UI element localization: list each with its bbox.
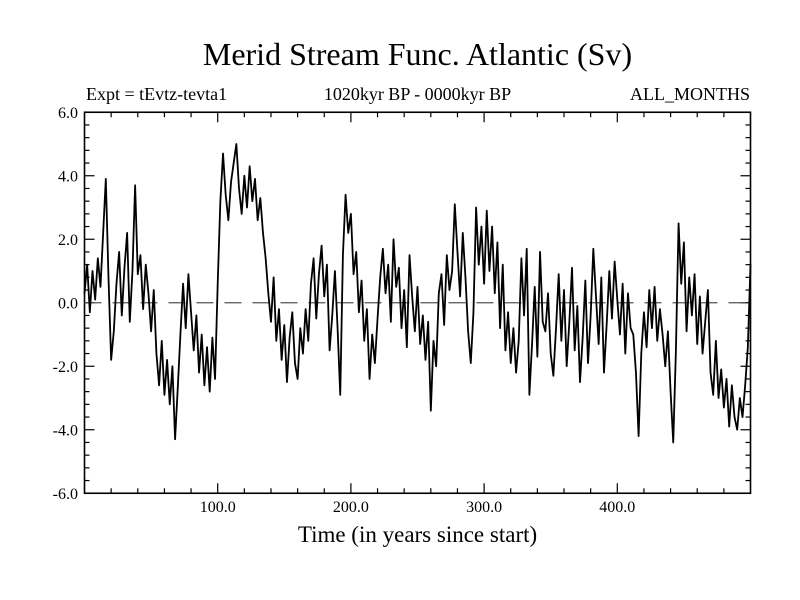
y-tick-label: 0.0 bbox=[58, 295, 78, 312]
x-tick-label: 200.0 bbox=[333, 499, 369, 516]
y-tick-label: 6.0 bbox=[58, 105, 78, 122]
experiment-label: Expt = tEvtz-tevta1 bbox=[86, 84, 228, 104]
time-range-label: 1020kyr BP - 0000kyr BP bbox=[323, 84, 512, 104]
y-tick-label: -2.0 bbox=[53, 359, 78, 376]
months-label: ALL_MONTHS bbox=[630, 84, 750, 104]
series-line bbox=[83, 143, 752, 444]
chart-title: Merid Stream Func. Atlantic (Sv) bbox=[202, 36, 633, 72]
x-tick-label: 300.0 bbox=[466, 499, 502, 516]
y-tick-label: -4.0 bbox=[53, 422, 78, 439]
y-tick-label: -6.0 bbox=[53, 486, 78, 503]
y-tick-label: 4.0 bbox=[58, 168, 78, 185]
x-tick-label: 100.0 bbox=[200, 499, 236, 516]
x-axis-title: Time (in years since start) bbox=[297, 522, 538, 547]
x-tick-label: 400.0 bbox=[599, 499, 635, 516]
y-tick-label: 2.0 bbox=[58, 232, 78, 249]
